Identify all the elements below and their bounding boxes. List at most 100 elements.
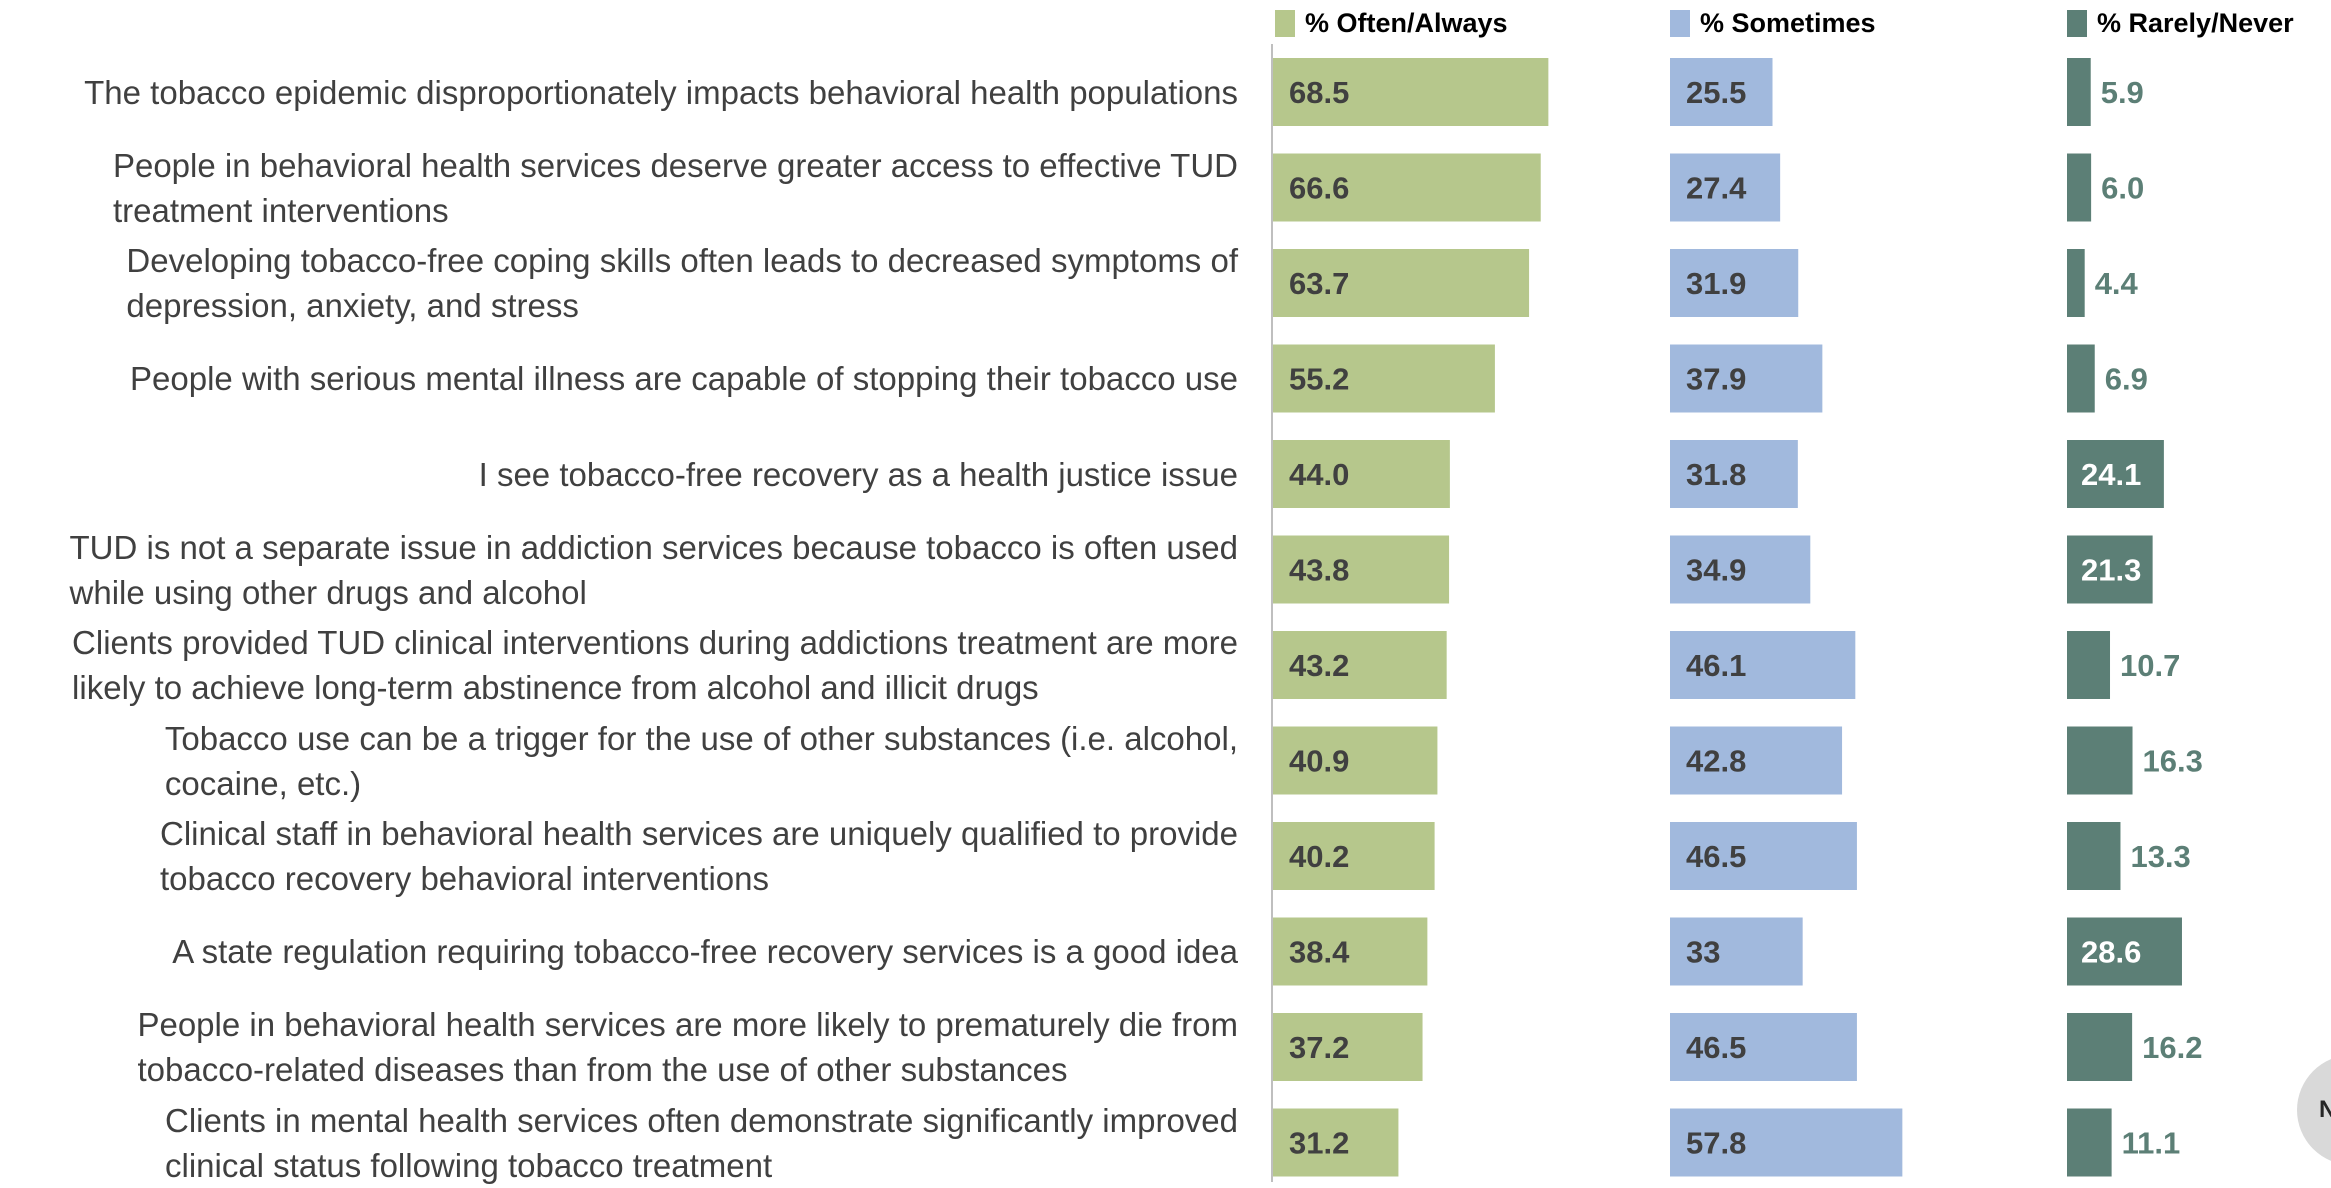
category-label-text: Developing tobacco-free coping skills of…: [126, 238, 1238, 328]
legend-item: % Often/Always: [1275, 5, 1508, 41]
category-label-text: Tobacco use can be a trigger for the use…: [165, 716, 1238, 806]
bar: [2067, 58, 2091, 126]
legend-label: % Often/Always: [1305, 7, 1508, 38]
data-label: 43.8: [1289, 553, 1349, 588]
bar: [1273, 153, 1541, 222]
category-label: Tobacco use can be a trigger for the use…: [0, 719, 1238, 803]
data-label: 25.5: [1686, 75, 1746, 110]
bar: [1273, 822, 1435, 890]
category-label-text: Clients provided TUD clinical interventi…: [72, 620, 1238, 710]
data-label: 46.5: [1686, 839, 1746, 874]
bar: [2067, 726, 2133, 795]
bar: [1273, 1013, 1423, 1081]
bar: [1670, 344, 1823, 413]
bar: [1273, 726, 1438, 795]
category-label-line: The tobacco epidemic disproportionately …: [84, 73, 1238, 111]
category-label: People with serious mental illness are c…: [0, 337, 1238, 421]
category-label: Clinical staff in behavioral health serv…: [0, 814, 1238, 898]
category-label: The tobacco epidemic disproportionately …: [0, 50, 1238, 134]
category-label-text: I see tobacco-free recovery as a health …: [479, 452, 1238, 497]
bar: [1273, 58, 1549, 126]
bar: [2067, 249, 2085, 317]
legend-item: % Rarely/Never: [2067, 5, 2294, 41]
category-label-line: clinical status following tobacco treatm…: [164, 1146, 773, 1184]
bar: [2067, 344, 2095, 413]
data-label: 37.2: [1289, 1030, 1349, 1065]
category-label-line: I see tobacco-free recovery as a health …: [478, 455, 1238, 493]
data-label: 5.9: [2101, 75, 2144, 110]
category-label-line: while using other drugs and alcohol: [69, 573, 587, 611]
data-label: 10.7: [2120, 648, 2180, 683]
data-label: 24.1: [2081, 457, 2141, 492]
data-label: 55.2: [1289, 362, 1349, 397]
category-label-text: Clinical staff in behavioral health serv…: [160, 811, 1238, 901]
bar: [1273, 344, 1495, 413]
category-label: Developing tobacco-free coping skills of…: [0, 241, 1238, 325]
bar: [1273, 440, 1450, 508]
legend-swatch: [2067, 9, 2087, 37]
data-label: 33: [1686, 935, 1720, 970]
legend-swatch: [1275, 9, 1295, 37]
category-label-text: People in behavioral health services des…: [113, 143, 1238, 233]
category-label-line: Developing tobacco-free coping skills of…: [126, 242, 1238, 279]
data-label: 31.2: [1289, 1126, 1349, 1161]
bar: [1273, 631, 1447, 699]
data-label: 31.9: [1686, 266, 1746, 301]
bar: [1273, 249, 1530, 317]
category-label-text: A state regulation requiring tobacco-fre…: [172, 929, 1238, 974]
data-label: 21.3: [2081, 553, 2141, 588]
bar: [1273, 535, 1450, 604]
bar: [2067, 1013, 2133, 1081]
category-label-text: Clients in mental health services often …: [165, 1098, 1238, 1188]
category-label: People in behavioral health services are…: [0, 1005, 1238, 1089]
category-label: Clients provided TUD clinical interventi…: [0, 623, 1238, 707]
category-label: TUD is not a separate issue in addiction…: [0, 528, 1238, 612]
data-label: 16.3: [2143, 744, 2203, 779]
category-label-text: People with serious mental illness are c…: [130, 356, 1238, 401]
category-label: Clients in mental health services often …: [0, 1101, 1238, 1185]
data-label: 6.9: [2105, 362, 2148, 397]
category-label-text: People in behavioral health services are…: [137, 1002, 1238, 1092]
category-label-line: cocaine, etc.): [164, 764, 362, 802]
category-label-line: TUD is not a separate issue in addiction…: [69, 528, 1238, 566]
data-label: 28.6: [2081, 935, 2141, 970]
data-label: 38.4: [1289, 935, 1350, 970]
category-label: A state regulation requiring tobacco-fre…: [0, 910, 1238, 994]
bar: [2067, 822, 2121, 890]
bar: [1670, 631, 1856, 699]
bar: [1273, 1108, 1399, 1177]
data-label: 68.5: [1289, 75, 1349, 110]
data-label: 46.5: [1686, 1030, 1746, 1065]
bar: [1273, 917, 1428, 986]
data-label: 6.0: [2101, 171, 2144, 206]
data-label: 13.3: [2130, 839, 2190, 874]
category-label-line: Clinical staff in behavioral health serv…: [159, 815, 1238, 852]
data-label: 34.9: [1686, 553, 1746, 588]
category-label: People in behavioral health services des…: [0, 146, 1238, 230]
data-label: 31.8: [1686, 457, 1746, 492]
bar: [2067, 535, 2153, 604]
category-label-line: tobacco recovery behavioral intervention…: [159, 860, 769, 897]
data-label: 11.1: [2122, 1126, 2181, 1161]
category-label: I see tobacco-free recovery as a health …: [0, 432, 1238, 516]
category-label-text: TUD is not a separate issue in addiction…: [70, 525, 1238, 615]
legend-label: % Sometimes: [1700, 7, 1876, 38]
bar: [1670, 917, 1803, 986]
bar: [2067, 917, 2182, 986]
category-label-line: A state regulation requiring tobacco-fre…: [172, 933, 1238, 970]
bar: [1670, 249, 1799, 317]
legend-label: % Rarely/Never: [2097, 7, 2294, 38]
category-label-line: Tobacco use can be a trigger for the use…: [164, 719, 1238, 757]
bar: [2067, 440, 2164, 508]
bar: [2067, 1108, 2112, 1177]
data-label: 46.1: [1686, 648, 1746, 683]
bar: [2067, 631, 2111, 699]
data-label: 4.4: [2095, 266, 2139, 301]
bar: [1670, 1013, 1857, 1081]
data-label: 42.8: [1686, 744, 1746, 779]
bar: [1670, 153, 1781, 222]
bar: [1670, 1108, 1903, 1177]
bar: [1670, 535, 1811, 604]
